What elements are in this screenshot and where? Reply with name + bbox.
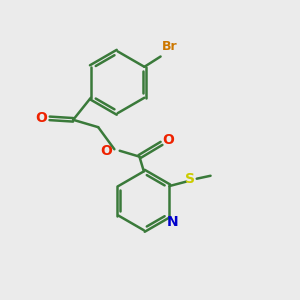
Text: O: O	[35, 111, 47, 125]
Text: Br: Br	[162, 40, 178, 53]
Text: N: N	[167, 215, 178, 229]
Text: O: O	[162, 134, 174, 147]
Text: S: S	[185, 172, 195, 186]
Text: O: O	[100, 144, 112, 158]
